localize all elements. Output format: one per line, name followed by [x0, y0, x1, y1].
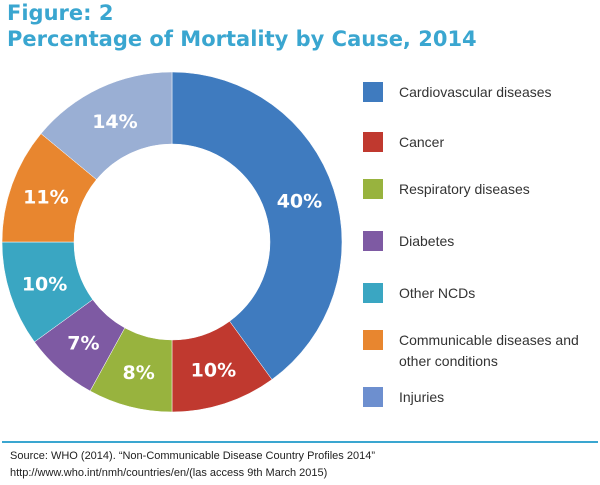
- legend-label: Communicable diseases and other conditio…: [399, 332, 579, 369]
- slice-cardiovascular-diseases: [171, 71, 343, 380]
- legend-swatch: [363, 132, 383, 152]
- data-label-injuries: 14%: [92, 111, 137, 133]
- legend-label: Cardiovascular diseases: [399, 84, 552, 100]
- source-note: Source: WHO (2014). “Non-Communicable Di…: [10, 448, 375, 482]
- source-url: http://www.who.int/nmh/countries/en/(las…: [10, 467, 328, 479]
- chart-title: Percentage of Mortality by Cause, 2014: [7, 27, 477, 51]
- donut-chart: 40% 10% 8% 7% 10% 11% 14%: [1, 71, 343, 413]
- slice-injuries: [40, 71, 173, 180]
- data-label-respiratory-diseases: 8%: [123, 362, 155, 384]
- legend-swatch: [363, 82, 383, 102]
- legend-item-respiratory: Respiratory diseases: [363, 179, 594, 200]
- divider-rule: [2, 441, 598, 443]
- legend-swatch: [363, 330, 383, 350]
- legend-label: Diabetes: [399, 233, 455, 249]
- legend-swatch: [363, 283, 383, 303]
- data-label-cardiovascular-diseases: 40%: [277, 191, 322, 213]
- legend-label: Respiratory diseases: [399, 181, 530, 197]
- legend-item-communicable: Communicable diseases and other conditio…: [363, 330, 594, 372]
- legend-label: Other NCDs: [399, 285, 476, 301]
- legend-label: Cancer: [399, 134, 445, 150]
- figure-label: Figure: 2: [7, 1, 114, 25]
- legend-label: Injuries: [399, 389, 445, 405]
- legend-item-cardiovascular: Cardiovascular diseases: [363, 82, 594, 103]
- legend-swatch: [363, 179, 383, 199]
- legend-item-other-ncds: Other NCDs: [363, 283, 594, 304]
- legend-item-cancer: Cancer: [363, 132, 594, 153]
- data-label-cancer: 10%: [191, 359, 236, 381]
- legend-item-injuries: Injuries: [363, 387, 594, 408]
- source-citation: Source: WHO (2014). “Non-Communicable Di…: [10, 450, 375, 462]
- data-label-diabetes: 7%: [67, 333, 99, 355]
- data-label-other-ncds: 10%: [22, 273, 67, 295]
- legend-swatch: [363, 231, 383, 251]
- data-label-communicable-diseases-and-other-conditions: 11%: [23, 187, 68, 209]
- legend-item-diabetes: Diabetes: [363, 231, 594, 252]
- legend-swatch: [363, 387, 383, 407]
